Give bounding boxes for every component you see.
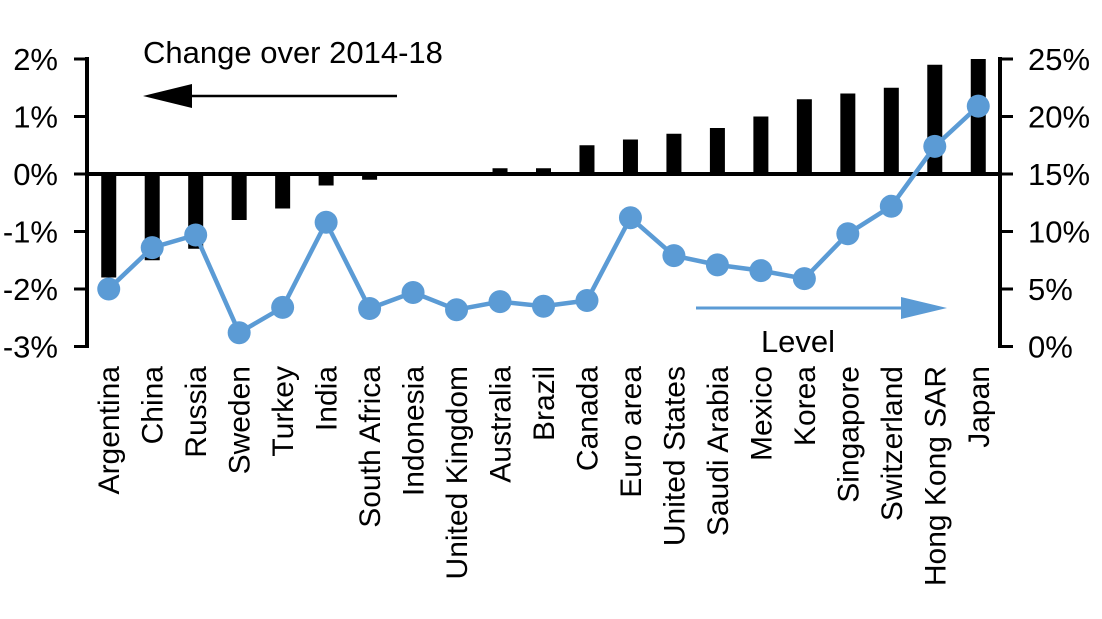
bar-india (318, 174, 334, 186)
x-label-russia: Russia (180, 366, 213, 458)
x-label-south-africa: South Africa (354, 366, 387, 528)
dot-brazil (532, 294, 555, 318)
dot-sweden (227, 321, 251, 345)
bar-series-group (101, 59, 986, 278)
axes-group: 2% 1% 0% -1% -2% -3% 25% 20% 15% 10% 5% 0% (3, 42, 1090, 365)
dot-argentina (97, 277, 121, 301)
x-label-australia: Australia (485, 366, 518, 483)
dot-united-states (662, 244, 686, 268)
left-tick-label-3: -3% (3, 329, 58, 364)
dot-korea (792, 267, 816, 291)
bar-mexico (753, 116, 769, 174)
dot-south-africa (358, 297, 382, 321)
bar-south-africa (362, 174, 378, 180)
x-label-singapore: Singapore (832, 366, 865, 503)
bar-australia (492, 168, 508, 174)
bar-saudi-arabia (709, 128, 725, 174)
x-label-sweden: Sweden (224, 366, 257, 474)
bar-switzerland (883, 87, 899, 174)
right-tick-label-5: 5% (1028, 272, 1073, 307)
x-label-euro-area: Euro area (615, 366, 648, 498)
bar-united-states (666, 133, 682, 174)
level-arrow-right-icon (696, 297, 947, 319)
category-labels-group: Argentina China Russia Sweden Turkey India Sou… (93, 366, 996, 586)
bar-euro-area (622, 139, 638, 174)
dot-mexico (749, 259, 773, 283)
left-tick-label-2: -2% (3, 272, 58, 307)
x-label-turkey: Turkey (267, 366, 300, 457)
x-label-india: India (311, 366, 344, 431)
dot-saudi-arabia (705, 253, 729, 277)
x-label-brazil: Brazil (528, 366, 561, 441)
dot-hong-kong-sar (923, 134, 947, 158)
bar-sweden (231, 174, 247, 220)
dot-russia (184, 223, 208, 247)
x-label-japan: Japan (963, 366, 996, 448)
left-tick-label-1: 1% (13, 99, 58, 134)
x-label-china: China (137, 366, 170, 445)
x-label-indonesia: Indonesia (398, 366, 431, 496)
dot-singapore (836, 222, 860, 246)
x-label-mexico: Mexico (745, 366, 778, 461)
x-label-argentina: Argentina (93, 366, 126, 495)
dot-china (140, 236, 164, 260)
bar-canada (579, 145, 595, 174)
dot-india (314, 210, 338, 234)
line-series-group (97, 94, 990, 345)
left-tick-label-1: -1% (3, 214, 58, 249)
dot-japan (966, 94, 990, 118)
left-tick-label-0: 0% (13, 157, 58, 192)
dot-turkey (271, 295, 295, 319)
right-tick-label-10: 10% (1028, 214, 1090, 249)
x-label-united-kingdom: United Kingdom (441, 366, 474, 579)
bar-singapore (840, 93, 856, 174)
left-tick-label-2: 2% (13, 42, 58, 77)
right-tick-label-25: 25% (1028, 42, 1090, 77)
x-label-saudi-arabia: Saudi Arabia (702, 366, 735, 536)
x-label-switzerland: Switzerland (876, 366, 909, 521)
bar-series-annotation: Change over 2014-18 (143, 35, 443, 70)
dot-indonesia (401, 280, 425, 304)
dot-australia (488, 290, 512, 314)
bar-korea (796, 99, 812, 174)
dot-euro-area (618, 206, 642, 230)
x-label-hong-kong-sar: Hong Kong SAR (919, 366, 952, 586)
line-series-annotation: Level (761, 324, 835, 359)
dot-switzerland (879, 194, 903, 218)
right-tick-label-20: 20% (1028, 99, 1090, 134)
x-label-canada: Canada (571, 366, 604, 471)
right-tick-label-0: 0% (1028, 329, 1073, 364)
right-tick-label-15: 15% (1028, 157, 1090, 192)
bar-brazil (536, 168, 551, 174)
change-arrow-left-icon (143, 84, 397, 108)
bar-argentina (101, 174, 117, 278)
dot-canada (575, 289, 599, 312)
dot-united-kingdom (445, 298, 469, 322)
x-label-korea: Korea (789, 366, 822, 446)
bar-turkey (275, 174, 291, 209)
x-label-united-states: United States (658, 366, 691, 546)
